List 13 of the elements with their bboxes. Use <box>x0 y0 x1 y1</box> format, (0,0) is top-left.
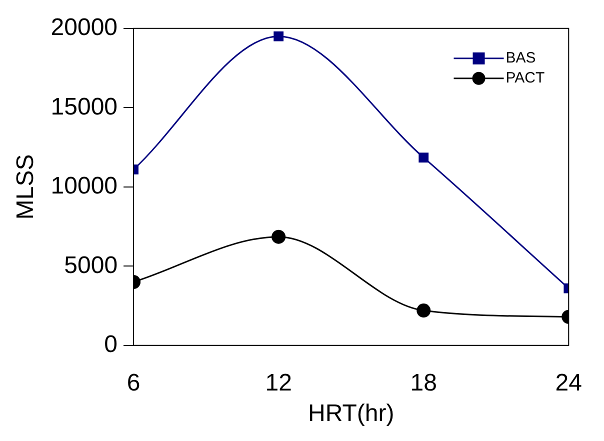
y-tick-label: 5000 <box>64 252 118 279</box>
x-axis-title: HRT(hr) <box>308 400 394 428</box>
y-tick-label: 20000 <box>50 14 118 42</box>
y-tick-label: 0 <box>104 331 118 358</box>
x-tick-label: 6 <box>126 369 140 396</box>
legend-label: PACT <box>506 70 545 87</box>
x-tick-label: 18 <box>410 369 437 396</box>
x-tick-label: 12 <box>265 369 292 396</box>
y-tick-label: 10000 <box>50 172 118 200</box>
y-tick-label: 15000 <box>50 93 118 120</box>
y-axis-title: MLSS <box>12 154 40 220</box>
legend-label: BAS <box>506 50 536 67</box>
x-tick-label: 24 <box>555 369 582 396</box>
